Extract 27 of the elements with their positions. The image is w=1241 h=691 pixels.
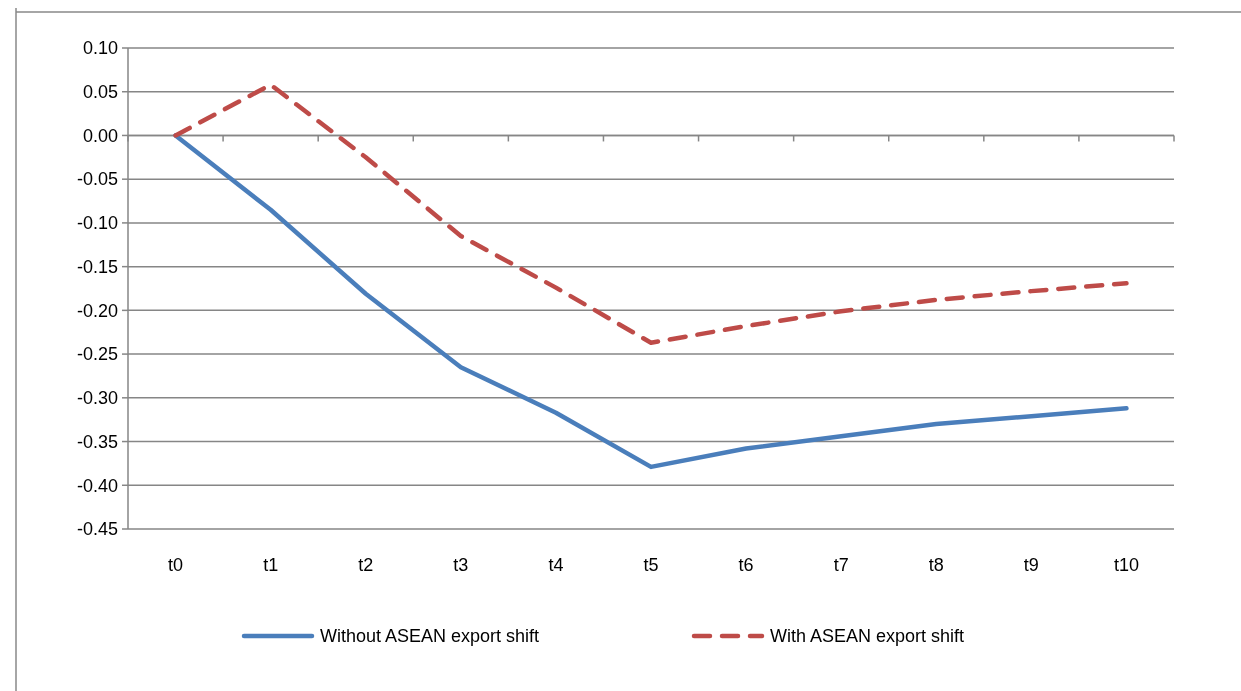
y-tick-label: -0.45 — [76, 519, 118, 540]
y-tick-label: -0.15 — [76, 256, 118, 277]
x-tick-label: t9 — [1023, 555, 1039, 575]
y-tick-label: -0.05 — [76, 169, 118, 190]
x-tick-label: t4 — [548, 555, 564, 575]
y-tick-label: 0.00 — [82, 125, 118, 146]
x-tick-label: t6 — [738, 555, 754, 575]
y-tick-label: -0.40 — [76, 475, 118, 496]
y-tick-label: 0.10 — [82, 38, 118, 59]
x-tick-label: t5 — [643, 555, 659, 575]
x-tick-label: t7 — [833, 555, 849, 575]
x-tick-label: t8 — [928, 555, 944, 575]
legend-label: Without ASEAN export shift — [320, 626, 540, 647]
line-series — [173, 82, 1129, 345]
y-tick-label: -0.30 — [76, 388, 118, 409]
y-tick-label: -0.10 — [76, 213, 118, 234]
legend-label: With ASEAN export shift — [770, 626, 965, 647]
y-tick-label: -0.35 — [76, 431, 118, 452]
y-tick-label: -0.25 — [76, 344, 118, 365]
x-tick-label: t10 — [1113, 555, 1139, 575]
x-tick-label: t0 — [168, 555, 184, 575]
x-tick-label: t1 — [263, 555, 279, 575]
x-tick-label: t2 — [358, 555, 374, 575]
y-tick-label: -0.20 — [76, 300, 118, 321]
y-tick-label: 0.05 — [82, 82, 118, 103]
line-series — [173, 133, 1129, 470]
x-tick-label: t3 — [453, 555, 469, 575]
